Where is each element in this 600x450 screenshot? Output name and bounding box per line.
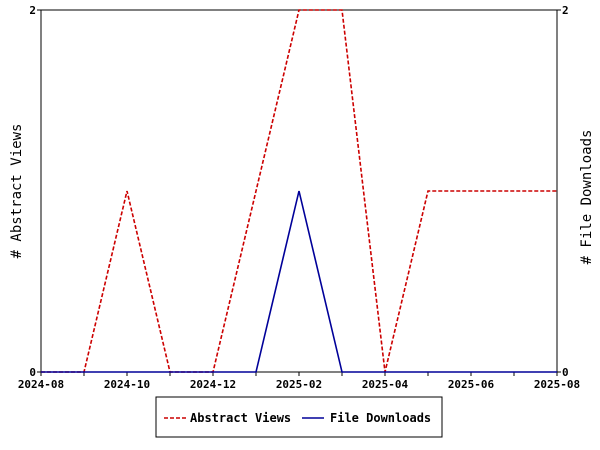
y-right-tick-label: 0: [562, 366, 569, 379]
y-axis-left-title: # Abstract Views: [9, 124, 25, 259]
y-right-tick-label: 2: [562, 4, 569, 17]
legend: Abstract Views File Downloads: [155, 396, 443, 438]
x-tick-label: 2025-02: [276, 378, 322, 391]
series-line-abstract-views: [41, 9, 557, 373]
x-tick-label: 2024-12: [190, 378, 236, 391]
x-tick-label: 2025-08: [534, 378, 580, 391]
x-tick-label: 2025-06: [448, 378, 495, 391]
y-left-tick-label: 0: [29, 366, 36, 379]
series-line-file-downloads: [41, 190, 557, 373]
x-tick-label: 2024-08: [18, 378, 64, 391]
legend-label: Abstract Views: [190, 411, 291, 425]
y-axis-right-title: # File Downloads: [579, 130, 595, 265]
x-tick-label: 2024-10: [104, 378, 150, 391]
legend-label: File Downloads: [330, 411, 431, 425]
legend-box: [155, 396, 443, 438]
y-left-tick-label: 2: [29, 4, 36, 17]
x-tick-label: 2025-04: [362, 378, 409, 391]
